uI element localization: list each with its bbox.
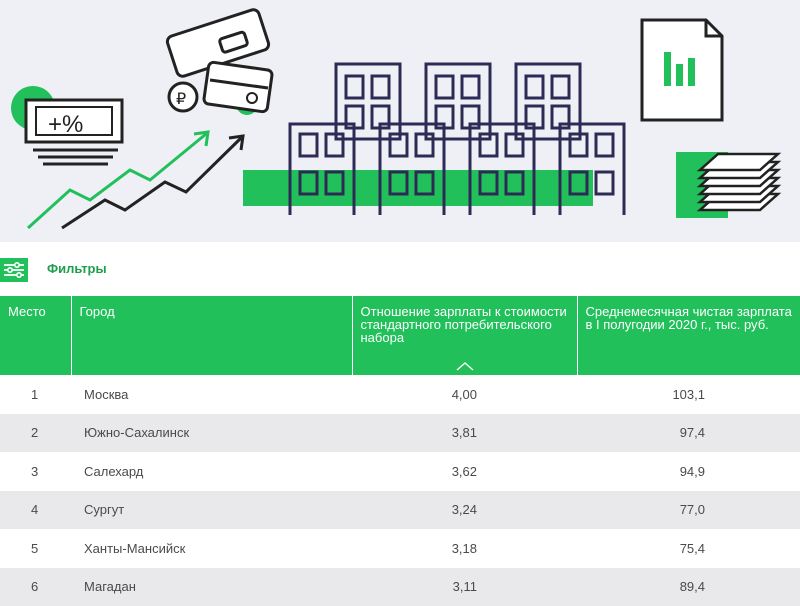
cell-city: Ханты-Мансийск [71, 529, 352, 568]
column-header-city[interactable]: Город [71, 296, 352, 375]
cell-city: Сургут [71, 491, 352, 530]
salary-ranking-table: Место Город Отношение зарплаты к стоимос… [0, 296, 800, 606]
cell-ratio: 3,81 [352, 414, 577, 453]
green-band [243, 170, 593, 206]
filters-label[interactable]: Фильтры [47, 261, 107, 276]
cell-ratio: 3,11 [352, 568, 577, 606]
filter-settings-icon[interactable] [0, 258, 28, 282]
money-bill-icon: +% [11, 86, 122, 164]
svg-text:₽: ₽ [176, 89, 186, 108]
column-header-rank[interactable]: Место [0, 296, 71, 375]
cell-ratio: 3,18 [352, 529, 577, 568]
table-row: 5 Ханты-Мансийск 3,18 75,4 [0, 529, 800, 568]
document-chart-icon [642, 20, 722, 120]
cell-rank: 2 [0, 414, 71, 453]
cell-city: Салехард [71, 452, 352, 491]
table-row: 2 Южно-Сахалинск 3,81 97,4 [0, 414, 800, 453]
growth-arrow-icon [28, 132, 243, 228]
cell-city: Южно-Сахалинск [71, 414, 352, 453]
cell-rank: 4 [0, 491, 71, 530]
cell-salary: 77,0 [577, 491, 800, 530]
cell-ratio: 3,62 [352, 452, 577, 491]
buildings-back [336, 64, 580, 139]
credit-card-icon [203, 62, 272, 115]
cell-ratio: 3,24 [352, 491, 577, 530]
hero-banner: +% ₽ [0, 0, 800, 242]
table-row: 1 Москва 4,00 103,1 [0, 375, 800, 414]
column-header-salary[interactable]: Среднемесячная чистая зарплата в I полуг… [577, 296, 800, 375]
cell-rank: 3 [0, 452, 71, 491]
cell-rank: 1 [0, 375, 71, 414]
cell-city: Магадан [71, 568, 352, 606]
cell-rank: 5 [0, 529, 71, 568]
banner-illustration: +% ₽ [0, 0, 800, 242]
cell-salary: 97,4 [577, 414, 800, 453]
table-header-row: Место Город Отношение зарплаты к стоимос… [0, 296, 800, 375]
cell-salary: 89,4 [577, 568, 800, 606]
percent-label: +% [48, 111, 83, 138]
filters-bar[interactable]: Фильтры [0, 242, 800, 296]
sort-chevron-up-icon[interactable] [456, 361, 474, 371]
ruble-coin-icon: ₽ [169, 83, 197, 111]
table-row: 3 Салехард 3,62 94,9 [0, 452, 800, 491]
cash-stack-icon [676, 152, 778, 218]
cell-city: Москва [71, 375, 352, 414]
table-row: 4 Сургут 3,24 77,0 [0, 491, 800, 530]
table-row: 6 Магадан 3,11 89,4 [0, 568, 800, 606]
cell-salary: 75,4 [577, 529, 800, 568]
cell-salary: 94,9 [577, 452, 800, 491]
column-header-ratio[interactable]: Отношение зарплаты к стоимости стандартн… [352, 296, 577, 375]
cell-salary: 103,1 [577, 375, 800, 414]
cell-rank: 6 [0, 568, 71, 606]
column-header-ratio-label: Отношение зарплаты к стоимости стандартн… [361, 304, 567, 345]
cell-ratio: 4,00 [352, 375, 577, 414]
